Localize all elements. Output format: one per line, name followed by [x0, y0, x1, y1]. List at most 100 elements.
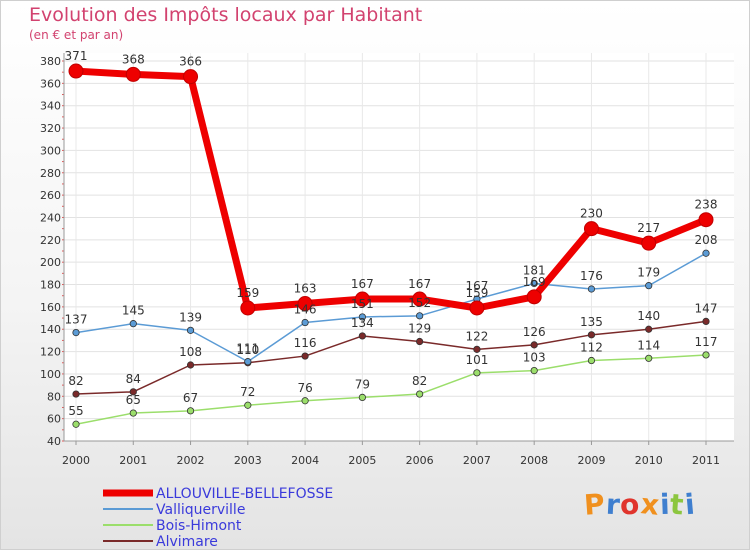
- series-line-2: [75, 354, 707, 425]
- data-point: [297, 296, 313, 312]
- data-label: 139: [179, 310, 202, 324]
- data-label: 159: [465, 286, 488, 300]
- y-tick-label: 220: [40, 234, 61, 247]
- x-tick-label: 2001: [119, 454, 147, 467]
- data-point: [469, 300, 485, 316]
- data-point: [72, 328, 80, 337]
- data-point: [587, 331, 596, 339]
- data-point: [129, 388, 137, 396]
- data-label: 79: [355, 377, 370, 391]
- data-point: [129, 320, 137, 328]
- data-label: 163: [294, 282, 317, 296]
- data-point: [301, 352, 309, 360]
- data-label: 167: [351, 277, 374, 291]
- data-label: 368: [122, 52, 145, 66]
- data-point: [702, 249, 710, 257]
- x-tick-label: 2004: [291, 454, 319, 467]
- data-label: 135: [580, 315, 603, 329]
- data-label: 169: [523, 275, 546, 289]
- data-point: [358, 393, 366, 402]
- series-line-0: [72, 67, 710, 312]
- data-point: [354, 291, 370, 307]
- x-tick-label: 2002: [177, 454, 205, 467]
- data-point: [186, 326, 195, 334]
- y-tick-label: 360: [40, 77, 61, 90]
- data-point: [702, 317, 710, 326]
- data-label: 152: [408, 296, 431, 310]
- data-label: 151: [351, 297, 374, 311]
- data-label: 147: [695, 301, 718, 315]
- y-tick-label: 160: [40, 301, 61, 314]
- data-label: 101: [465, 353, 488, 367]
- data-point: [530, 279, 538, 288]
- data-point: [244, 401, 252, 409]
- data-point: [244, 358, 252, 366]
- data-label: 129: [408, 322, 431, 336]
- y-tick-label: 320: [40, 122, 61, 135]
- y-tick-label: 60: [47, 413, 61, 426]
- data-label: 145: [122, 304, 145, 318]
- data-label: 72: [240, 385, 255, 399]
- data-point: [240, 300, 256, 316]
- data-label: 84: [126, 372, 141, 386]
- data-point: [358, 332, 366, 340]
- data-label: 167: [408, 277, 431, 291]
- data-point: [587, 356, 596, 365]
- data-point: [301, 318, 309, 327]
- data-point: [301, 397, 309, 405]
- series-line-3: [75, 320, 707, 395]
- data-point: [183, 69, 199, 85]
- data-label: 122: [465, 329, 488, 343]
- data-label: 137: [65, 313, 88, 327]
- plot-area: [64, 53, 734, 441]
- data-point: [583, 221, 599, 237]
- data-label: 111: [236, 342, 259, 356]
- data-point: [72, 420, 80, 428]
- data-label: 366: [179, 55, 202, 69]
- data-point: [702, 351, 710, 359]
- data-label: 103: [523, 351, 546, 365]
- data-label: 146: [294, 303, 317, 317]
- data-point: [416, 390, 424, 398]
- data-label: 117: [695, 335, 718, 349]
- data-point: [698, 212, 714, 228]
- data-point: [125, 66, 141, 82]
- x-tick-label: 2006: [406, 454, 434, 467]
- data-point: [186, 407, 195, 415]
- y-tick-label: 260: [40, 189, 61, 202]
- data-point: [530, 366, 538, 375]
- logo-letter: x: [638, 487, 662, 522]
- data-label: 371: [65, 49, 88, 63]
- y-tick-label: 100: [40, 368, 61, 381]
- data-label: 181: [523, 263, 546, 277]
- y-tick-label: 380: [40, 55, 61, 68]
- data-label: 217: [637, 221, 660, 235]
- data-point: [416, 337, 424, 346]
- data-point: [645, 325, 653, 333]
- x-tick-label: 2011: [692, 454, 720, 467]
- chart-subtitle: (en € et par an): [29, 28, 124, 42]
- y-tick-label: 280: [40, 167, 61, 180]
- data-label: 208: [695, 233, 718, 247]
- y-tick-label: 200: [40, 256, 61, 269]
- series-line-1: [75, 252, 707, 363]
- x-tick-label: 2009: [577, 454, 605, 467]
- y-tick-label: 180: [40, 279, 61, 292]
- data-point: [473, 345, 481, 353]
- data-point: [129, 409, 137, 417]
- x-tick-label: 2010: [635, 454, 663, 467]
- data-label: 112: [580, 341, 603, 355]
- data-point: [473, 369, 481, 377]
- data-point: [416, 312, 424, 320]
- data-point: [641, 235, 657, 251]
- data-label: 82: [412, 374, 427, 388]
- x-tick-label: 2005: [348, 454, 376, 467]
- x-tick-label: 2007: [463, 454, 491, 467]
- x-tick-label: 2003: [234, 454, 262, 467]
- y-tick-label: 300: [40, 144, 61, 157]
- data-label: 238: [695, 198, 718, 212]
- data-label: 159: [236, 286, 259, 300]
- legend-label: Alvimare: [156, 534, 218, 549]
